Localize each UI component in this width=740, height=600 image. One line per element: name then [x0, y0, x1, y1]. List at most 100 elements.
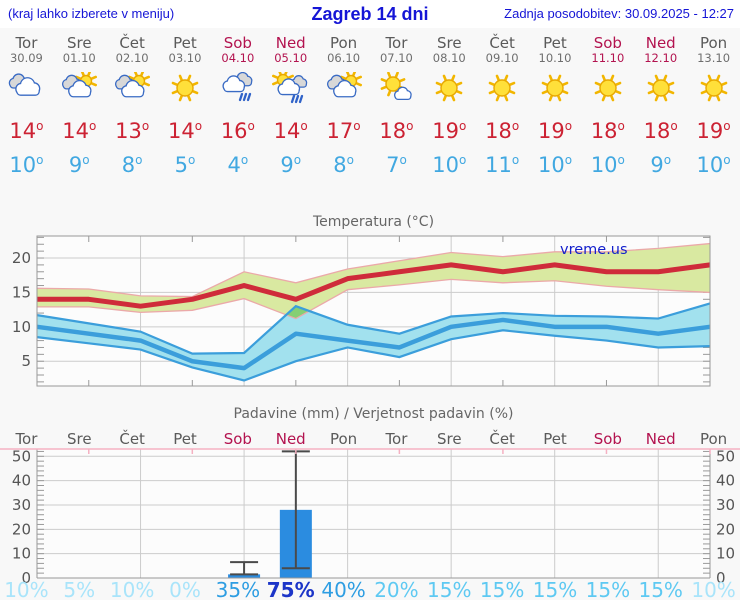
precip-day-label: Tor	[384, 430, 408, 448]
cloud-glyph	[68, 79, 92, 98]
day-date: 05.10	[274, 51, 308, 65]
day-column[interactable]: Sob 04.10 16o 4o	[211, 28, 264, 179]
precip-y-label-left: 50	[12, 447, 31, 465]
cloud-glyph	[121, 79, 145, 98]
day-column[interactable]: Čet 02.10 13o 8o	[106, 28, 159, 179]
precip-probability: 0%	[169, 578, 201, 600]
sun-rain-icon	[264, 65, 317, 111]
day-name: Sob	[223, 34, 252, 52]
precip-y-label-left: 10	[12, 545, 31, 563]
day-date: 01.10	[62, 51, 96, 65]
precip-probability: 20%	[374, 578, 418, 600]
day-name: Tor	[15, 34, 38, 52]
low-temp: 9o	[280, 153, 302, 177]
precip-day-label: Čet	[489, 429, 515, 448]
forecast-days-strip: Tor 30.09 14o 10o Sre 01.10 14o 9o Čet 02.10 13o 8o…	[0, 28, 740, 177]
precip-day-label: Ned	[646, 430, 676, 448]
day-column[interactable]: Tor 07.10 18o 7o	[370, 28, 423, 179]
day-column[interactable]: Pet 03.10 14o 5o	[159, 28, 212, 179]
precip-probability: 15%	[480, 578, 524, 600]
min-temp-line	[36, 317, 711, 371]
day-date: 30.09	[9, 51, 43, 65]
sunny-icon	[423, 65, 476, 111]
precip-y-label-right: 10	[716, 545, 735, 563]
day-column[interactable]: Pet 10.10 19o 10o	[529, 28, 582, 179]
precip-probability: 40%	[321, 578, 365, 600]
high-temp: 18o	[485, 119, 520, 143]
precip-day-label: Sre	[67, 430, 92, 448]
high-temp: 13o	[115, 119, 150, 143]
precip-bar	[228, 574, 261, 578]
precip-chart-title: Padavine (mm) / Verjetnost padavin (%)	[234, 406, 514, 422]
pink-day-ticks	[88, 449, 711, 454]
day-date: 10.10	[538, 51, 572, 65]
temp-y-label: 20	[12, 249, 31, 267]
low-temp: 10o	[9, 153, 44, 177]
precip-y-label-left: 0	[21, 569, 31, 587]
precip-y-label-right: 50	[716, 447, 735, 465]
cloudy-icon	[0, 65, 53, 111]
temp-y-label: 10	[12, 318, 31, 336]
partly-cloudy-icon	[317, 65, 370, 111]
day-date: 09.10	[485, 51, 519, 65]
day-date: 04.10	[221, 51, 255, 65]
sun-glyph	[541, 74, 569, 102]
day-column[interactable]: Sob 11.10 18o 10o	[581, 28, 634, 179]
sunny-icon	[529, 65, 582, 111]
page-title: Zagreb 14 dni	[311, 4, 429, 24]
sun-glyph	[594, 74, 622, 102]
precip-y-label-left: 30	[12, 496, 31, 514]
sun-glyph	[488, 74, 516, 102]
precip-day-label: Sob	[224, 430, 252, 448]
high-temp: 18o	[643, 119, 678, 143]
precip-day-label: Ned	[276, 430, 306, 448]
precip-probability: 10%	[110, 578, 154, 600]
day-date: 07.10	[379, 51, 413, 65]
cloud-glyph	[15, 77, 41, 96]
high-temp: 19o	[537, 119, 573, 143]
day-column[interactable]: Sre 01.10 14o 9o	[53, 28, 106, 179]
low-temp: 10o	[432, 153, 467, 177]
day-name: Sre	[66, 34, 92, 52]
day-column[interactable]: Ned 05.10 14o 9o	[264, 28, 317, 179]
menu-hint: (kraj lahko izberete v meniju)	[8, 6, 175, 21]
precip-y-label-right: 20	[716, 520, 735, 538]
precip-error-bar	[230, 561, 259, 576]
sunny-icon	[476, 65, 529, 111]
temperature-chart: 5 10 15 20 Temperatura (°C) vreme.us	[12, 214, 711, 387]
sun-glyph	[647, 74, 675, 102]
low-temp: 7o	[386, 153, 407, 177]
sun-glyph	[171, 74, 199, 102]
precip-probability: 15%	[638, 578, 682, 600]
high-temp: 14o	[9, 119, 44, 143]
precip-probability: 10%	[4, 578, 48, 600]
low-temp: 10o	[590, 153, 625, 177]
day-column[interactable]: Sre 08.10 19o 10o	[423, 28, 476, 179]
day-column[interactable]: Tor 30.09 14o 10o	[0, 28, 53, 179]
rain-icon	[211, 65, 264, 111]
day-column[interactable]: Pon 06.10 17o 8o	[317, 28, 370, 179]
day-date: 13.10	[697, 51, 731, 65]
day-date: 08.10	[432, 51, 466, 65]
precip-probability: 15%	[533, 578, 577, 600]
partly-cloudy-icon	[53, 65, 106, 111]
low-temp: 8o	[333, 153, 354, 177]
sunny-icon	[581, 65, 634, 111]
high-temp: 14o	[273, 119, 308, 143]
watermark-link[interactable]: vreme.us	[560, 242, 628, 258]
precip-probability: 75%	[267, 578, 315, 600]
precip-probability: 5%	[63, 578, 95, 600]
day-column[interactable]: Ned 12.10 18o 9o	[634, 28, 687, 179]
max-temp-band	[37, 243, 710, 319]
precip-gridlines	[37, 449, 710, 578]
low-temp: 8o	[121, 153, 143, 177]
day-column[interactable]: Pon 13.10 19o 10o	[687, 28, 740, 179]
day-name: Sob	[593, 34, 622, 52]
day-column[interactable]: Čet 09.10 18o 11o	[476, 28, 529, 179]
precip-day-label: Pon	[700, 430, 727, 448]
temp-y-label: 15	[12, 283, 31, 301]
high-temp: 16o	[220, 119, 255, 143]
cloud-glyph	[222, 75, 245, 93]
day-name: Tor	[385, 34, 408, 52]
